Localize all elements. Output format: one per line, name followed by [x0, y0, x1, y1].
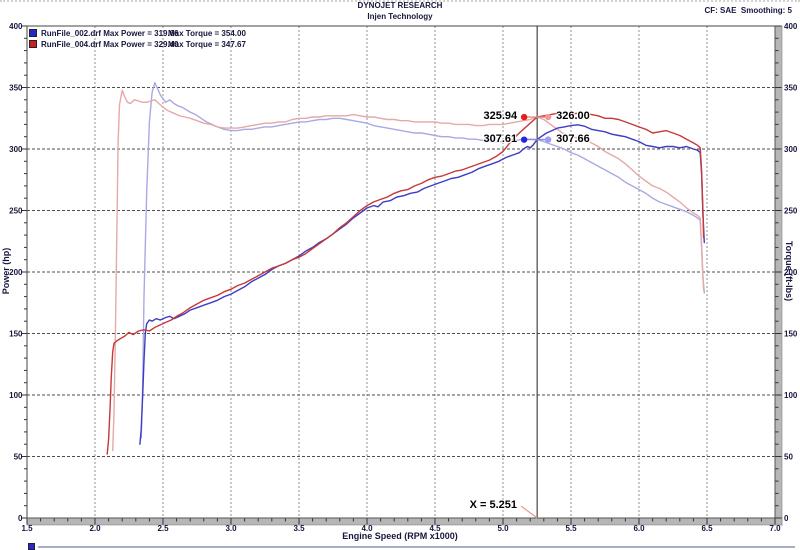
- x-tick-label: 1.5: [21, 524, 33, 533]
- page-subtitle: Injen Technology: [367, 12, 433, 21]
- y-tick-label-left: 350: [9, 84, 23, 93]
- legend-torque: Max Torque = 347.67: [168, 40, 246, 49]
- correction-smoothing-label: CF: SAE Smoothing: 5: [704, 6, 792, 15]
- legend-swatch: [29, 29, 37, 37]
- legend-row-runfile-004[interactable]: RunFile_004.drf Max Power = 329.40 Max T…: [29, 40, 289, 50]
- clipped-legend-rule: [38, 546, 795, 548]
- y-tick-label-right: 350: [784, 84, 798, 93]
- y-axis-title-torque: Torque (ft-lbs): [784, 240, 794, 302]
- x-tick-label: 5.5: [565, 524, 577, 533]
- legend-swatch: [29, 40, 37, 48]
- y-tick-label-left: 400: [9, 22, 23, 31]
- y-tick-label-right: 300: [784, 145, 798, 154]
- readout-label-2: 307.61: [483, 132, 518, 145]
- y-tick-label-left: 300: [9, 145, 23, 154]
- cursor-x-label: X = 5.251: [469, 499, 517, 511]
- curve-power-004: [106, 112, 705, 455]
- y-axis-title-power: Power (hp): [1, 247, 11, 295]
- x-tick-label: 5.0: [497, 524, 509, 533]
- y-axis-bar-right: [774, 25, 783, 526]
- y-tick-label-right: 50: [784, 453, 793, 462]
- readout-label-0: 325.94: [483, 110, 518, 123]
- x-tick-label: 4.5: [429, 524, 441, 533]
- legend-row-runfile-002[interactable]: RunFile_002.drf Max Power = 319.66 Max T…: [29, 29, 289, 39]
- x-tick-label: 7.0: [769, 524, 781, 533]
- curve-power-002: [139, 124, 705, 445]
- clipped-legend-swatch: [28, 543, 35, 550]
- x-axis-title: Engine Speed (RPM x1000): [342, 531, 458, 541]
- y-tick-label-right: 0: [784, 514, 789, 523]
- x-tick-label: 3.0: [225, 524, 237, 533]
- y-tick-label-right: 400: [784, 22, 798, 31]
- readout-dot: [544, 136, 552, 143]
- readout-label-3: 307.66: [556, 132, 590, 145]
- y-tick-label-left: 200: [9, 268, 23, 277]
- cursor-label-leader: [520, 505, 538, 519]
- readout-dot: [520, 136, 528, 143]
- legend-label: RunFile_004.drf Max Power = 329.40: [41, 40, 179, 49]
- x-tick-label: 4.0: [361, 524, 373, 533]
- y-tick-label-left: 100: [9, 391, 23, 400]
- x-tick-label: 6.0: [633, 524, 645, 533]
- y-tick-label-left: 250: [9, 207, 23, 216]
- y-tick-label-left: 50: [14, 453, 23, 462]
- y-tick-label-right: 150: [784, 330, 798, 339]
- curve-torque-004: [112, 89, 705, 452]
- x-tick-label: 2.5: [157, 524, 169, 533]
- x-tick-label: 2.0: [89, 524, 101, 533]
- readout-dot: [520, 113, 528, 121]
- legend-label: RunFile_002.drf Max Power = 319.66: [41, 29, 179, 38]
- x-tick-label: 3.5: [293, 524, 305, 533]
- top-dotted-edge: [0, 0, 800, 2]
- y-tick-label-left: 0: [18, 514, 23, 523]
- page-title: DYNOJET RESEARCH: [357, 1, 443, 10]
- curve-torque-002: [140, 81, 705, 439]
- y-tick-label-right: 250: [784, 207, 798, 216]
- x-tick-label: 6.5: [701, 524, 713, 533]
- readout-dot: [544, 113, 552, 121]
- y-tick-label-right: 100: [784, 391, 798, 400]
- readout-label-1: 326.00: [556, 110, 590, 123]
- x-axis-bar: [26, 517, 783, 526]
- y-tick-label-right: 200: [784, 268, 798, 277]
- legend-torque: Max Torque = 354.00: [168, 29, 246, 38]
- y-tick-label-left: 150: [9, 330, 23, 339]
